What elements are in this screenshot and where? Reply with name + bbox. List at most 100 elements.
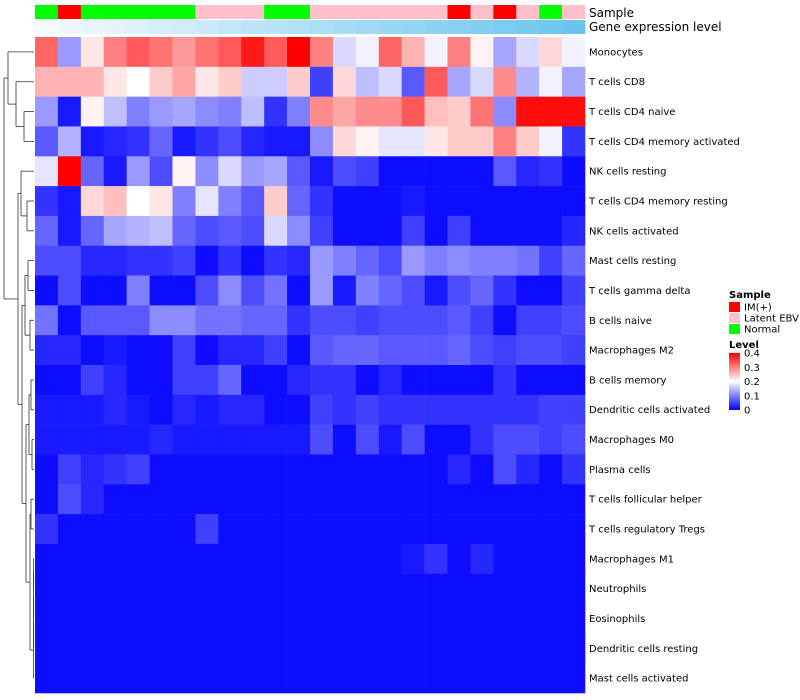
heatmap-cell [424, 603, 448, 634]
heatmap-cell [401, 454, 425, 485]
sample-annotation-cell [493, 5, 517, 19]
heatmap-cell [310, 365, 334, 396]
expression-annotation-cell [264, 20, 288, 34]
heatmap-cell [103, 573, 127, 604]
heatmap-cell [539, 603, 563, 634]
heatmap-cell [35, 156, 59, 187]
heatmap-cell [172, 454, 196, 485]
heatmap-cell [172, 573, 196, 604]
heatmap-cell [401, 37, 425, 68]
heatmap-cell [493, 245, 517, 276]
heatmap-cell [287, 633, 311, 664]
heatmap-cell [35, 603, 59, 634]
heatmap-cell [310, 245, 334, 276]
heatmap-cell [241, 424, 265, 455]
heatmap-cell [332, 186, 357, 217]
heatmap-cell [264, 454, 288, 485]
heatmap-cell [195, 126, 219, 157]
heatmap-cell [57, 663, 82, 694]
heatmap-cell [195, 275, 219, 306]
heatmap-cell [310, 573, 334, 604]
heatmap-cell [562, 215, 586, 247]
heatmap-cell [378, 186, 402, 217]
heatmap-cell [172, 96, 196, 127]
heatmap-cell [241, 543, 265, 575]
heatmap-cell [401, 66, 425, 97]
heatmap-cell [493, 305, 517, 336]
heatmap-cell [310, 215, 334, 247]
expression-annotation-cell [332, 20, 357, 34]
heatmap-cell [80, 335, 105, 366]
heatmap-cell [424, 424, 448, 455]
heatmap-cell [424, 215, 448, 247]
heatmap-cell [401, 126, 425, 157]
sample-annotation-cell [80, 5, 105, 19]
heatmap-cell [562, 573, 586, 604]
heatmap-cell [447, 573, 471, 604]
sample-annotation-cell [424, 5, 448, 19]
row-label: T cells regulatory Tregs [588, 525, 705, 536]
heatmap-cell [103, 305, 127, 336]
heatmap-cell [493, 275, 517, 306]
heatmap-cell [126, 603, 150, 634]
heatmap-cell [493, 156, 517, 187]
heatmap-cell [126, 424, 150, 455]
heatmap-cells [35, 37, 586, 694]
heatmap-cell [310, 543, 334, 575]
heatmap-cell [80, 573, 105, 604]
heatmap-cell [539, 543, 563, 575]
heatmap-cell [310, 394, 334, 425]
expression-annotation-cell [447, 20, 471, 34]
heatmap-cell [493, 514, 517, 545]
heatmap-cell [539, 245, 563, 276]
heatmap-cell [218, 156, 242, 187]
heatmap-cell [332, 663, 357, 694]
heatmap-cell [126, 573, 150, 604]
heatmap-cell [57, 305, 82, 336]
legend-item-label: Latent EBV [744, 314, 799, 325]
sample-annotation-cell [332, 5, 357, 19]
heatmap-cell [470, 454, 494, 485]
heatmap-cell [378, 37, 402, 68]
heatmap-cell [516, 156, 540, 187]
heatmap-cell [562, 514, 586, 545]
heatmap-cell [470, 96, 494, 127]
heatmap-cell [378, 543, 402, 575]
heatmap-cell [332, 156, 357, 187]
heatmap-cell [35, 663, 59, 694]
heatmap-cell [424, 365, 448, 396]
heatmap-cell [470, 126, 494, 157]
heatmap-cell [470, 633, 494, 664]
heatmap-cell [264, 245, 288, 276]
heatmap-cell [424, 454, 448, 485]
heatmap-cell [287, 663, 311, 694]
heatmap-cell [241, 37, 265, 68]
heatmap-cell [149, 573, 173, 604]
heatmap-cell [126, 305, 150, 336]
heatmap-cell [195, 66, 219, 97]
heatmap-cell [401, 573, 425, 604]
expression-annotation-cell [57, 20, 82, 34]
legend-tick-label: 0.3 [744, 363, 760, 374]
heatmap-cell [57, 484, 82, 515]
heatmap-cell [355, 275, 380, 306]
heatmap-cell [493, 96, 517, 127]
heatmap-cell [378, 514, 402, 545]
heatmap-cell [493, 573, 517, 604]
heatmap-cell [287, 96, 311, 127]
legend-tick-label: 0.1 [744, 391, 760, 402]
heatmap-cell [287, 424, 311, 455]
heatmap-cell [470, 484, 494, 515]
heatmap-cell [562, 245, 586, 276]
heatmap-cell [264, 275, 288, 306]
row-label: Monocytes [589, 47, 643, 58]
heatmap-cell [241, 156, 265, 187]
heatmap-cell [287, 186, 311, 217]
heatmap-cell [241, 663, 265, 694]
heatmap-cell [355, 394, 380, 425]
heatmap-cell [516, 66, 540, 97]
expression-annotation-cell [103, 20, 127, 34]
heatmap-cell [332, 454, 357, 485]
heatmap-cell [149, 663, 173, 694]
heatmap-cell [539, 186, 563, 217]
